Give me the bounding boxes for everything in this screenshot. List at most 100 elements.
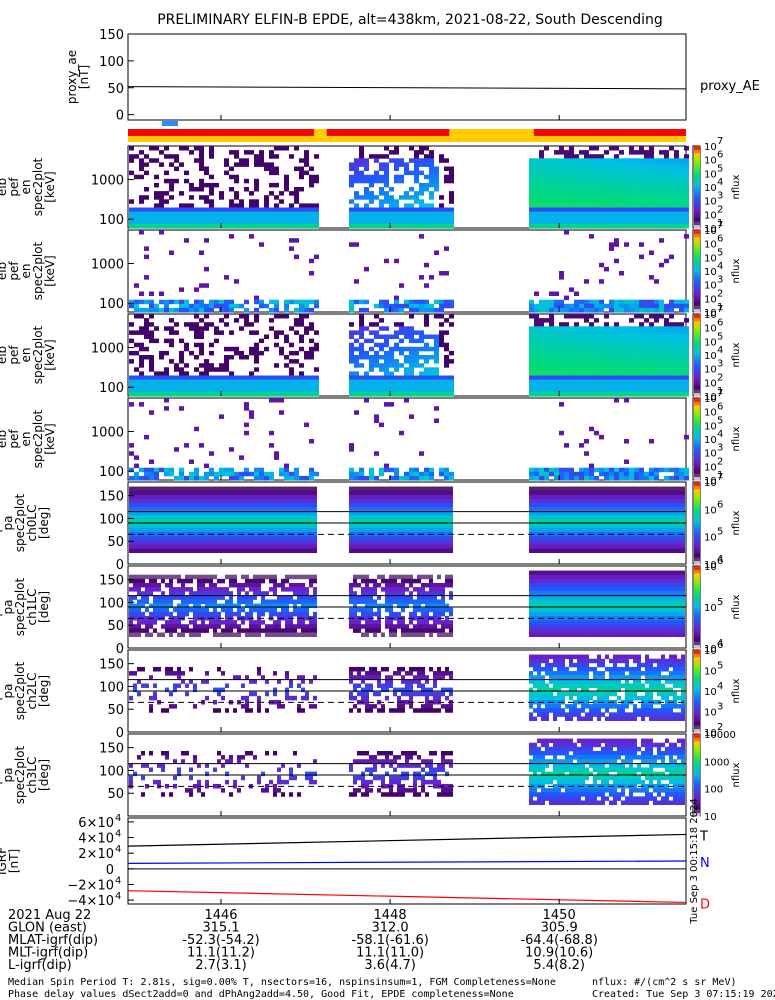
en3-cell	[604, 371, 609, 376]
en4-cell	[624, 398, 629, 403]
en1-cell	[199, 154, 204, 159]
en3-cell	[424, 371, 429, 376]
en1-cell	[299, 187, 304, 192]
en2-cell	[379, 303, 384, 309]
en4-cell	[254, 467, 259, 473]
en2-cell	[179, 299, 184, 305]
ylabel-line: spec2plot	[31, 325, 45, 384]
pa0-cell	[245, 527, 249, 533]
en1-colorbar-cell	[694, 193, 700, 198]
pa0-cell	[433, 548, 437, 554]
en3-cell	[249, 346, 254, 352]
pa0-cell	[133, 519, 137, 525]
pa0-cell	[597, 519, 601, 525]
en3-cell	[424, 314, 429, 319]
pa0-cell	[209, 490, 213, 496]
en1-cell	[309, 174, 314, 180]
en1-cell	[144, 215, 149, 221]
en3-cell	[649, 379, 654, 385]
pa0-cell	[265, 523, 269, 529]
pa0-cell	[613, 490, 617, 496]
en1-cell	[559, 178, 564, 184]
pa0-cell	[609, 544, 613, 549]
en3-cell	[624, 367, 629, 372]
en1-cell	[384, 154, 389, 159]
en3-cell	[169, 338, 174, 344]
en4-cell	[174, 475, 179, 481]
en4-cbar-tick: 10	[704, 476, 717, 487]
pa0-cell	[541, 548, 545, 554]
pa0-cell	[285, 486, 289, 492]
en1-cell	[564, 215, 569, 221]
en1-cell	[654, 182, 659, 188]
pa0-cell	[597, 494, 601, 500]
en3-cell	[549, 318, 554, 323]
pa0-cell	[397, 503, 401, 508]
pa0-cell	[261, 523, 265, 529]
en1-cell	[199, 187, 204, 192]
en1-cell	[529, 223, 534, 229]
pa0-cell	[445, 536, 449, 541]
en1-cell	[569, 154, 574, 159]
pa0-cell	[401, 519, 405, 525]
pa0-cell	[177, 544, 181, 549]
en1-cell	[684, 170, 689, 176]
pa0-cell	[233, 494, 237, 500]
en3-cell	[349, 355, 354, 360]
pa0-cell	[581, 494, 585, 500]
en4-cell	[354, 475, 359, 481]
en2-cell	[634, 299, 639, 305]
pa0-cell	[285, 511, 289, 516]
en1-cell	[679, 199, 684, 204]
en1-cell	[684, 154, 689, 159]
en3-cell	[264, 375, 269, 380]
en3-cell	[414, 375, 419, 380]
en3-cell	[659, 338, 664, 344]
en1-cell	[294, 187, 299, 192]
pa0-cell	[357, 527, 361, 533]
en1-cell	[419, 150, 424, 155]
pa0-cell	[581, 544, 585, 549]
en4-cell	[449, 475, 454, 481]
en3-cell	[679, 391, 684, 397]
en3-cell	[239, 391, 244, 397]
en1-cell	[139, 207, 144, 212]
en1-cell	[369, 154, 374, 159]
en1-cell	[579, 215, 584, 221]
en3-cell	[649, 322, 654, 327]
pa0-cell	[393, 511, 397, 516]
en1-cell	[144, 211, 149, 217]
pa0-cell	[533, 544, 537, 549]
en3-cell	[289, 387, 294, 393]
en3-cell	[579, 391, 584, 397]
en1-cell	[554, 215, 559, 221]
en1-cell	[554, 158, 559, 163]
en1-cell	[664, 166, 669, 171]
pa0-cell	[277, 536, 281, 541]
en4-cbar-exp: 1	[717, 470, 723, 481]
en1-cell	[309, 215, 314, 221]
en2-cell	[419, 303, 424, 309]
en2-cell	[584, 279, 589, 284]
en3-cbar-tick: 10	[704, 310, 717, 321]
ylabel-line: spec2plot	[31, 157, 45, 216]
en1-cell	[194, 219, 199, 225]
pa0-cell	[289, 486, 293, 492]
en3-cell	[349, 330, 354, 335]
pa0-cell	[133, 531, 137, 537]
en3-cell	[249, 391, 254, 397]
en3-cell	[409, 363, 414, 368]
en2-cell	[639, 299, 644, 305]
en2-cell	[399, 303, 404, 309]
en3-cell	[664, 391, 669, 397]
pa0-cell	[217, 498, 221, 504]
pa0-cell	[217, 540, 221, 545]
pa0-cell	[221, 527, 225, 533]
pa0-cell	[449, 498, 453, 504]
en1-cell	[414, 178, 419, 184]
en3-cell	[209, 367, 214, 372]
en1-cell	[274, 166, 279, 171]
pa0-cell	[441, 507, 445, 512]
en1-cell	[129, 146, 134, 151]
en3-cell	[369, 363, 374, 368]
